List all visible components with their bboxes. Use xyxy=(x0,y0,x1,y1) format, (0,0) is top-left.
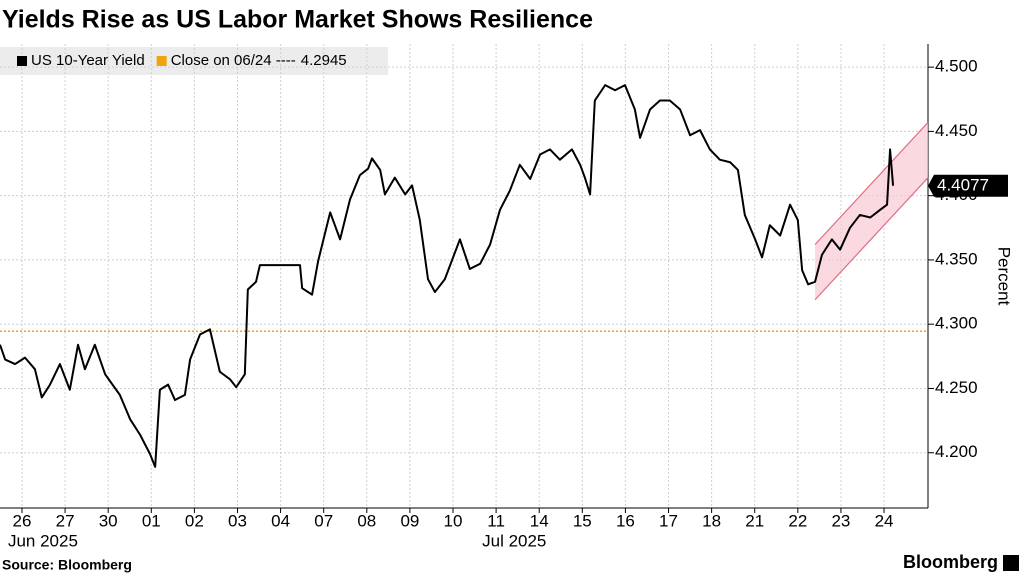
y-tick-label: 4.350 xyxy=(935,249,978,268)
x-tick-label: 09 xyxy=(400,511,419,530)
x-month-label: Jul 2025 xyxy=(482,531,546,550)
x-tick-label: 10 xyxy=(444,511,463,530)
x-tick-label: 07 xyxy=(314,511,333,530)
x-tick-label: 30 xyxy=(99,511,118,530)
brand-logo xyxy=(1003,555,1019,571)
channel-edge xyxy=(814,121,929,245)
x-tick-label: 16 xyxy=(616,511,635,530)
x-tick-label: 18 xyxy=(702,511,721,530)
x-tick-label: 27 xyxy=(56,511,75,530)
chart-title: Yields Rise as US Labor Market Shows Res… xyxy=(2,6,593,34)
x-tick-label: 14 xyxy=(530,511,549,530)
y-tick-label: 4.200 xyxy=(935,442,978,461)
channel-edge xyxy=(814,177,929,301)
legend-marker xyxy=(17,56,27,66)
y-tick-label: 4.300 xyxy=(935,314,978,333)
y-tick-label: 4.250 xyxy=(935,378,978,397)
legend-marker xyxy=(156,56,167,66)
x-tick-label: 04 xyxy=(271,511,290,530)
trend-channel xyxy=(815,122,928,300)
x-tick-label: 21 xyxy=(745,511,764,530)
x-tick-label: 01 xyxy=(142,511,161,530)
brand: Bloomberg xyxy=(903,552,998,572)
x-tick-label: 02 xyxy=(185,511,204,530)
legend-label: US 10-Year Yield xyxy=(31,52,145,69)
last-value-label: 4.4077 xyxy=(937,175,989,194)
y-axis-label: Percent xyxy=(995,247,1014,306)
last-value-tag xyxy=(928,174,1008,197)
x-tick-label: 17 xyxy=(659,511,678,530)
y-tick-label: 4.450 xyxy=(935,121,978,140)
x-tick-label: 26 xyxy=(13,511,32,530)
y-tick-label: 4.500 xyxy=(935,57,978,76)
x-tick-label: 11 xyxy=(487,511,505,530)
series-line xyxy=(0,84,895,468)
x-tick-label: 24 xyxy=(875,511,894,530)
x-tick-label: 03 xyxy=(228,511,247,530)
x-tick-label: 23 xyxy=(831,511,850,530)
legend-value: 4.2945 xyxy=(301,52,347,69)
x-month-label: Jun 2025 xyxy=(8,531,78,550)
legend-label: Close on 06/24 ---- xyxy=(171,52,296,69)
source: Source: Bloomberg xyxy=(2,557,132,573)
x-tick-label: 22 xyxy=(788,511,807,530)
x-tick-label: 08 xyxy=(357,511,376,530)
x-tick-label: 15 xyxy=(573,511,592,530)
